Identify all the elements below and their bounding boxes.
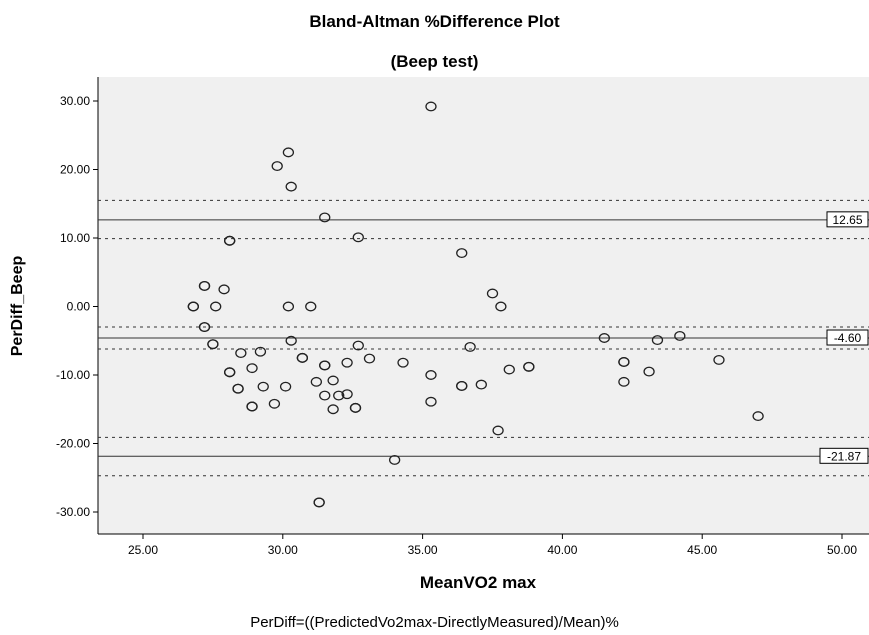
x-tick-label: 25.00: [128, 543, 158, 557]
data-point: [503, 364, 515, 375]
data-point: [235, 348, 247, 359]
data-point: [246, 401, 258, 412]
y-axis-label: PerDiff_Beep: [9, 256, 26, 357]
data-point: [327, 404, 339, 415]
data-point: [232, 383, 244, 394]
data-point: [198, 281, 211, 291]
data-point: [363, 353, 376, 364]
data-point: [246, 363, 258, 374]
data-point: [285, 181, 297, 192]
data-point: [310, 376, 323, 387]
data-point: [523, 361, 535, 372]
data-point: [456, 381, 468, 391]
data-point: [349, 402, 362, 413]
data-point: [713, 354, 725, 365]
data-point: [319, 390, 331, 401]
data-point: [341, 389, 353, 400]
data-point: [495, 301, 507, 312]
data-point: [224, 235, 236, 246]
y-tick-label: -10.00: [56, 368, 90, 382]
data-point: [254, 346, 267, 357]
data-point: [333, 390, 345, 401]
data-point: [475, 379, 487, 390]
chart-footnote: PerDiff=((PredictedVo2max-DirectlyMeasur…: [250, 614, 619, 631]
y-tick-label: 0.00: [67, 300, 91, 314]
data-point: [198, 322, 211, 333]
data-point: [643, 366, 655, 377]
data-point: [207, 339, 219, 350]
data-point: [486, 288, 499, 299]
y-tick-label: 30.00: [60, 94, 90, 108]
data-point: [313, 497, 325, 508]
data-point: [341, 357, 353, 368]
plot-area: [98, 77, 869, 534]
y-tick-label: -20.00: [56, 437, 90, 451]
chart-title: Bland-Altman %Difference Plot: [309, 12, 560, 31]
data-point: [187, 301, 199, 312]
data-point: [282, 301, 295, 312]
data-point: [268, 398, 281, 409]
x-tick-label: 30.00: [268, 543, 298, 557]
data-point: [464, 341, 476, 352]
y-tick-label: -30.00: [56, 505, 90, 519]
y-tick-label: 10.00: [60, 231, 90, 245]
y-tick-label: 20.00: [60, 163, 90, 177]
data-point: [651, 335, 664, 346]
data-point: [388, 454, 401, 465]
data-point: [352, 232, 364, 243]
data-point: [279, 381, 292, 392]
x-tick-label: 45.00: [687, 543, 717, 557]
data-point: [425, 101, 437, 112]
data-point: [752, 411, 764, 422]
reference-line-label-box: [826, 329, 869, 346]
x-axis-label: MeanVO2 max: [420, 573, 537, 592]
x-tick-label: 50.00: [827, 543, 857, 557]
x-tick-label: 35.00: [408, 543, 438, 557]
data-point: [674, 331, 686, 341]
reference-line-label: 12.65: [832, 213, 862, 227]
data-point: [319, 212, 331, 223]
data-point: [352, 340, 364, 351]
data-point: [210, 301, 222, 312]
data-point: [425, 370, 437, 380]
data-point: [296, 352, 309, 363]
data-point: [257, 381, 269, 392]
data-point: [492, 425, 504, 436]
data-point: [327, 375, 339, 386]
data-point: [271, 161, 283, 172]
data-point: [224, 367, 236, 378]
data-point: [285, 335, 297, 346]
reference-line-label: -21.87: [827, 449, 861, 463]
data-point: [319, 360, 331, 371]
reference-line-label-box: [819, 447, 869, 464]
data-point: [598, 333, 610, 343]
data-point: [618, 376, 630, 387]
data-point: [456, 248, 468, 259]
data-point: [218, 284, 230, 295]
data-point: [618, 357, 630, 367]
data-point: [305, 301, 317, 312]
data-point: [282, 147, 295, 158]
data-point: [425, 396, 437, 407]
chart-subtitle: (Beep test): [390, 52, 479, 71]
data-point: [397, 357, 409, 368]
reference-line-label: -4.60: [834, 331, 862, 345]
reference-line-label-box: [826, 211, 869, 228]
x-tick-label: 40.00: [547, 543, 577, 557]
